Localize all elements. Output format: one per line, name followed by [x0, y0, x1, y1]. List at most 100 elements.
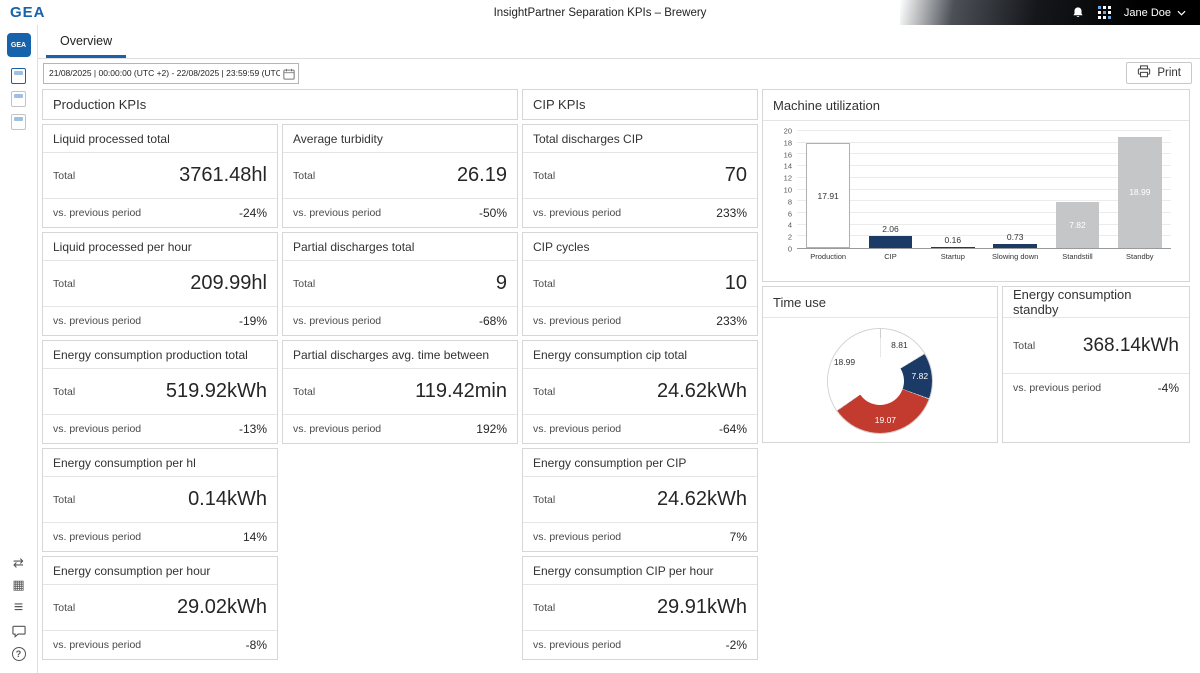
thumbnail-preview — [14, 117, 23, 121]
bar-value-label: 2.06 — [869, 224, 913, 234]
kpi-prev-label: vs. previous period — [293, 423, 381, 435]
kpi-prev-delta: 233% — [716, 314, 747, 328]
thumbnail-preview — [14, 71, 23, 75]
page-thumbnail[interactable] — [11, 91, 26, 107]
tab-overview[interactable]: Overview — [46, 26, 126, 58]
kpi-total-row: Total 368.14kWh — [1003, 318, 1189, 374]
kpi-prev-delta: 14% — [243, 530, 267, 544]
kpi-prev-row: vs. previous period 7% — [523, 523, 757, 551]
bar-category-label: Standby — [1109, 252, 1171, 261]
time-use-header: Time use — [763, 287, 997, 318]
kpi-prev-delta: 7% — [730, 530, 747, 544]
kpi-card-title: Total discharges CIP — [523, 125, 757, 153]
production-kpis-header: Production KPIs — [42, 89, 518, 120]
time-use-chart: 8.817.8219.0718.99 — [763, 318, 997, 443]
bar-chart-xaxis: ProductionCIPStartupSlowing downStandsti… — [797, 252, 1171, 261]
kpi-card: Average turbidity Total 26.19 vs. previo… — [282, 124, 518, 228]
kpi-prev-label: vs. previous period — [533, 531, 621, 543]
print-button[interactable]: Print — [1126, 62, 1192, 84]
help-icon[interactable]: ? — [12, 647, 26, 661]
kpi-prev-label: vs. previous period — [533, 207, 621, 219]
kpi-card: Energy consumption per hour Total 29.02k… — [42, 556, 278, 660]
kpi-prev-row: vs. previous period -24% — [43, 199, 277, 227]
bar-cip — [869, 236, 913, 248]
sidebar: GEA ⇄ ▦ ≡ ? — [0, 25, 38, 673]
kpi-prev-label: vs. previous period — [53, 531, 141, 543]
kpi-card: Energy consumption per CIP Total 24.62kW… — [522, 448, 758, 552]
calendar-icon[interactable] — [283, 67, 295, 85]
bar-slowing-down — [993, 244, 1037, 248]
kpi-total-value: 24.62kWh — [657, 380, 747, 403]
kpi-card-title: Energy consumption CIP per hour — [523, 557, 757, 585]
kpi-total-row: Total 9 — [283, 261, 517, 307]
kpi-card: Total discharges CIP Total 70 vs. previo… — [522, 124, 758, 228]
machine-utilization-panel: Machine utilization 02468101214161820 17… — [762, 89, 1190, 282]
kpi-total-row: Total 519.92kWh — [43, 369, 277, 415]
kpi-prev-row: vs. previous period -50% — [283, 199, 517, 227]
kpi-total-label: Total — [293, 170, 315, 182]
cip-kpis-section: CIP KPIs Total discharges CIP Total 70 v… — [522, 89, 758, 660]
kpi-total-row: Total 3761.48hl — [43, 153, 277, 199]
kpi-total-value: 3761.48hl — [179, 164, 267, 187]
topbar-right: Jane Doe — [900, 0, 1200, 25]
swap-arrows-icon[interactable]: ⇄ — [13, 556, 24, 569]
kpi-total-label: Total — [53, 494, 75, 506]
kpi-card-title: Energy consumption per CIP — [523, 449, 757, 477]
kpi-card: Partial discharges avg. time between Tot… — [282, 340, 518, 444]
date-range-input[interactable] — [44, 64, 298, 83]
kpi-total-label: Total — [53, 278, 75, 290]
user-menu[interactable]: Jane Doe — [1124, 7, 1186, 19]
dashboard-content: Production KPIs Liquid processed total T… — [38, 87, 1200, 673]
machine-utilization-header: Machine utilization — [763, 90, 1189, 121]
kpi-total-value: 9 — [496, 272, 507, 295]
kpi-card-title: Average turbidity — [283, 125, 517, 153]
gea-logo: GEA — [10, 4, 46, 21]
list-view-icon[interactable]: ≡ — [14, 600, 23, 616]
kpi-card: Energy consumption production total Tota… — [42, 340, 278, 444]
kpi-total-row: Total 26.19 — [283, 153, 517, 199]
kpi-total-value: 368.14kWh — [1083, 335, 1179, 357]
kpi-prev-label: vs. previous period — [1013, 382, 1101, 394]
page-thumbnail[interactable] — [11, 114, 26, 130]
kpi-total-row: Total 209.99hl — [43, 261, 277, 307]
app-window: GEA InsightPartner Separation KPIs – Bre… — [0, 0, 1200, 673]
feedback-icon[interactable] — [12, 625, 26, 638]
energy-standby-panel: Energy consumption standby Total 368.14k… — [1002, 286, 1190, 443]
kpi-total-value: 24.62kWh — [657, 488, 747, 511]
kpi-total-label: Total — [293, 386, 315, 398]
bar-value-label: 7.82 — [1056, 220, 1100, 230]
kpi-card-title: Energy consumption production total — [43, 341, 277, 369]
kpi-prev-row: vs. previous period -13% — [43, 415, 277, 443]
page-thumbnail[interactable] — [11, 68, 26, 84]
kpi-total-value: 70 — [725, 164, 747, 187]
kpi-card: Energy consumption CIP per hour Total 29… — [522, 556, 758, 660]
kpi-total-label: Total — [53, 170, 75, 182]
grid-view-icon[interactable]: ▦ — [12, 578, 24, 591]
kpi-card: Liquid processed per hour Total 209.99hl… — [42, 232, 278, 336]
print-label: Print — [1157, 67, 1181, 79]
kpi-prev-label: vs. previous period — [533, 315, 621, 327]
kpi-prev-delta: -2% — [726, 638, 747, 652]
apps-grid-icon[interactable] — [1098, 6, 1111, 19]
kpi-prev-row: vs. previous period -19% — [43, 307, 277, 335]
kpi-total-value: 10 — [725, 272, 747, 295]
kpi-prev-label: vs. previous period — [533, 639, 621, 651]
kpi-prev-row: vs. previous period -8% — [43, 631, 277, 659]
kpi-prev-delta: 233% — [716, 206, 747, 220]
kpi-total-label: Total — [533, 278, 555, 290]
bell-icon[interactable] — [1071, 6, 1085, 20]
kpi-card-title: CIP cycles — [523, 233, 757, 261]
tab-bar: Overview — [38, 25, 1200, 59]
kpi-card: Liquid processed total Total 3761.48hl v… — [42, 124, 278, 228]
kpi-card-title: Liquid processed total — [43, 125, 277, 153]
kpi-prev-row: vs. previous period 233% — [523, 307, 757, 335]
user-name: Jane Doe — [1124, 7, 1171, 19]
gea-app-icon[interactable]: GEA — [7, 33, 31, 57]
kpi-total-row: Total 119.42min — [283, 369, 517, 415]
kpi-prev-row: vs. previous period 233% — [523, 199, 757, 227]
kpi-prev-delta: -8% — [246, 638, 267, 652]
kpi-total-value: 26.19 — [457, 164, 507, 187]
kpi-total-label: Total — [53, 386, 75, 398]
bar-category-label: Production — [797, 252, 859, 261]
production-kpis-section: Production KPIs Liquid processed total T… — [42, 89, 518, 660]
